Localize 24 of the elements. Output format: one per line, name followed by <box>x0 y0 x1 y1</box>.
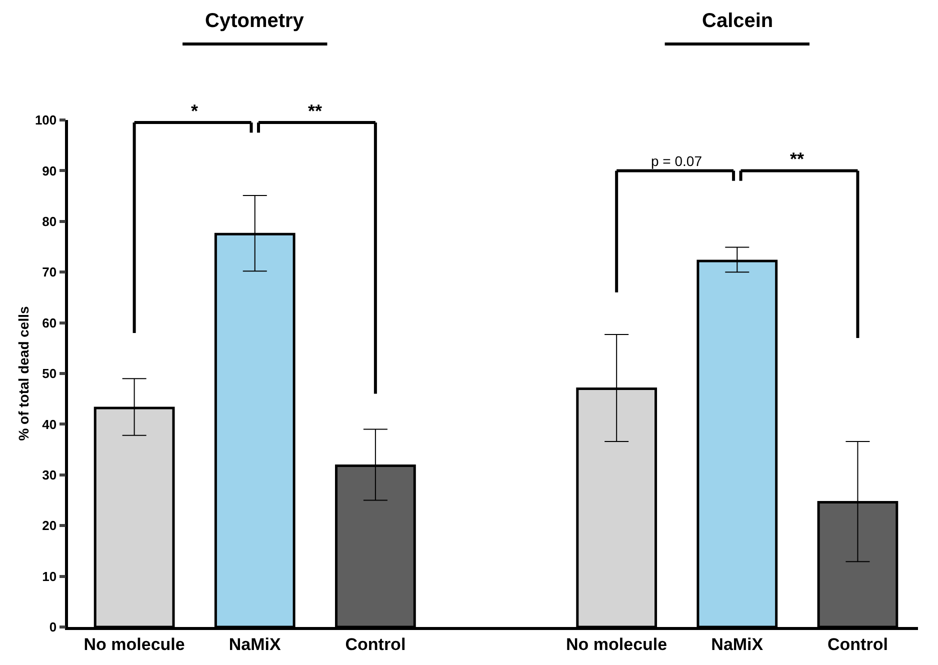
text: Cytometry <box>205 10 305 32</box>
y-tick-label: 100 <box>34 112 57 128</box>
annotation: ** <box>790 149 804 169</box>
y-tick-label: 20 <box>42 518 57 534</box>
annotation: p = 0.07 <box>651 153 702 169</box>
annotation: ** <box>308 101 322 121</box>
text: Calcein <box>702 10 774 32</box>
y-tick-label: 40 <box>42 416 57 432</box>
x-tick-label: NaMiX <box>228 635 282 654</box>
y-tick-label: 50 <box>42 366 57 382</box>
y-tick-label: 0 <box>49 620 57 635</box>
x-tick-label: No molecule <box>84 635 185 654</box>
x-tick-label: No molecule <box>566 635 668 654</box>
y-axis-title: % of total dead cells <box>16 306 32 441</box>
y-tick-label: 80 <box>42 214 57 229</box>
y-tick-label: 30 <box>42 467 57 482</box>
y-tick-label: 60 <box>42 315 57 330</box>
y-tick-label: 90 <box>42 163 57 178</box>
x-tick-label: Control <box>345 635 406 654</box>
y-tick-label: 10 <box>42 568 57 584</box>
y-tick-label: 70 <box>42 264 57 280</box>
x-tick-label: Control <box>828 635 888 654</box>
x-tick-label: NaMiX <box>711 635 764 654</box>
annotation: * <box>191 101 198 121</box>
